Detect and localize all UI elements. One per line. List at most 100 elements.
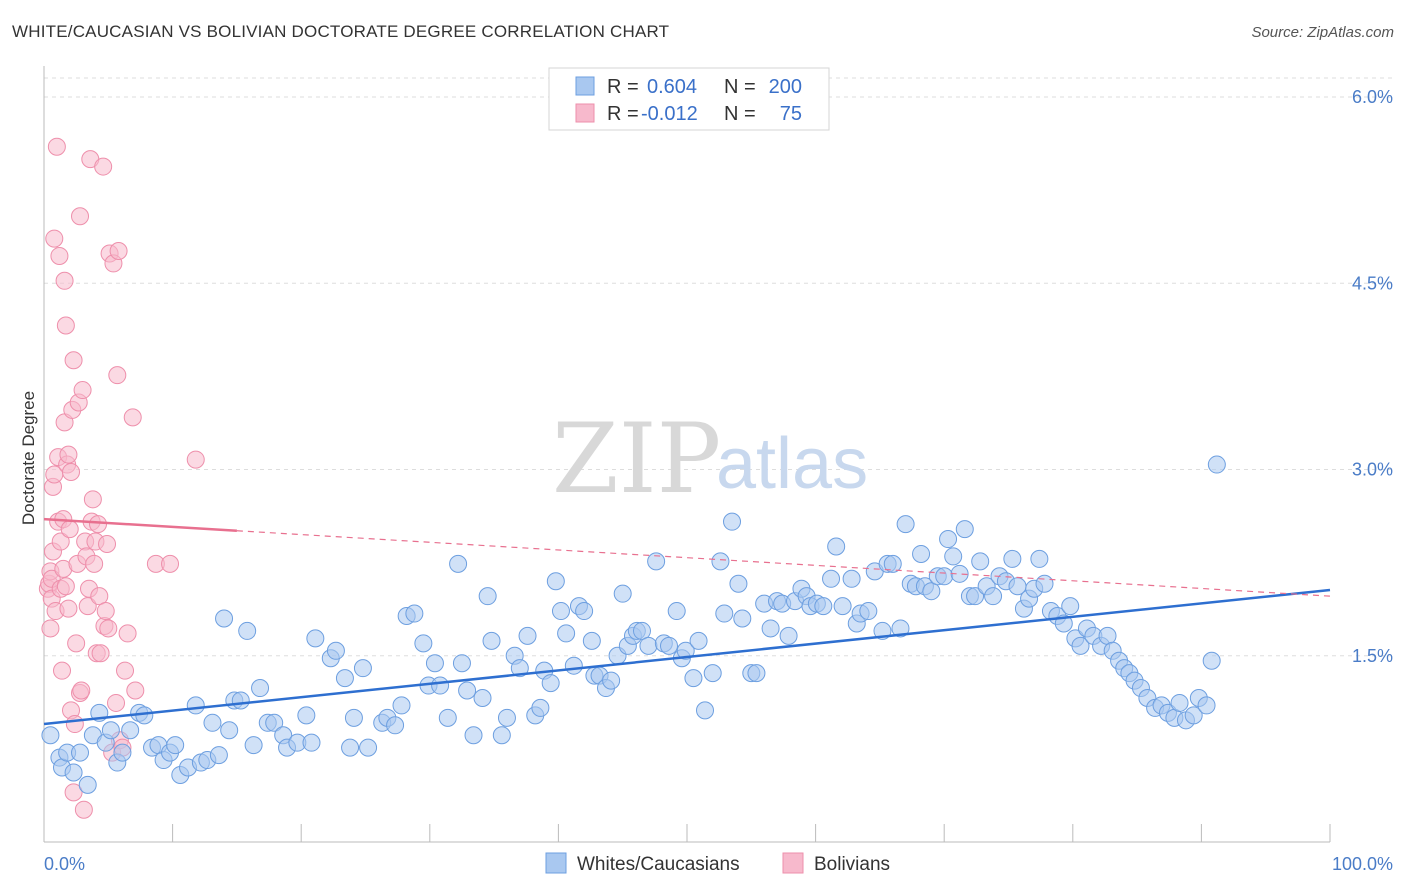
legend-r-value-1: 0.604 bbox=[647, 76, 697, 98]
x-tick-label-max: 100.0% bbox=[1332, 854, 1393, 874]
white-point bbox=[386, 716, 405, 735]
white-point bbox=[922, 582, 941, 601]
white-point bbox=[392, 696, 411, 715]
whites-points bbox=[41, 455, 1226, 794]
bolivian-point bbox=[53, 661, 72, 680]
y-tick-label: 4.5% bbox=[1352, 273, 1393, 293]
white-point bbox=[984, 587, 1003, 606]
legend-r-label-1: R = bbox=[607, 76, 639, 98]
bolivian-point bbox=[116, 661, 135, 680]
white-point bbox=[647, 552, 666, 571]
white-point bbox=[779, 626, 798, 645]
white-point bbox=[733, 609, 752, 628]
bolivian-point bbox=[161, 554, 180, 573]
bolivian-point bbox=[73, 381, 92, 400]
white-point bbox=[464, 726, 483, 745]
trend-lines bbox=[43, 517, 1331, 726]
white-point bbox=[344, 708, 363, 727]
white-point bbox=[64, 763, 83, 782]
white-point bbox=[912, 544, 931, 563]
white-point bbox=[452, 654, 471, 673]
white-point bbox=[353, 659, 372, 678]
white-point bbox=[822, 569, 841, 588]
white-point bbox=[723, 512, 742, 531]
white-point bbox=[359, 738, 378, 757]
legend-n-label-2: N = bbox=[724, 103, 756, 125]
legend-swatch-whites bbox=[575, 76, 595, 96]
white-point bbox=[473, 688, 492, 707]
bolivian-point bbox=[98, 535, 117, 554]
white-point bbox=[478, 587, 497, 606]
white-point bbox=[265, 713, 284, 732]
white-point bbox=[425, 654, 444, 673]
bolivian-point bbox=[71, 207, 90, 226]
white-point bbox=[405, 604, 424, 623]
bottom-legend-swatch-bolivians bbox=[782, 852, 804, 874]
bolivian-point bbox=[118, 624, 137, 643]
white-point bbox=[297, 706, 316, 725]
legend-box bbox=[548, 67, 830, 131]
legend: R = 0.604 N = 200 R = -0.012 N = 75 bbox=[548, 67, 830, 131]
bolivians-trend-line-solid bbox=[43, 517, 237, 532]
bottom-legend-swatch-whites bbox=[545, 852, 567, 874]
bolivian-point bbox=[89, 515, 108, 534]
bottom-legend: Whites/Caucasians Bolivians bbox=[545, 852, 890, 875]
white-point bbox=[1197, 696, 1216, 715]
white-point bbox=[414, 634, 433, 653]
bolivian-point bbox=[123, 408, 142, 427]
bolivian-point bbox=[107, 693, 126, 712]
bolivian-point bbox=[51, 532, 70, 551]
white-point bbox=[689, 631, 708, 650]
white-point bbox=[186, 696, 205, 715]
bolivian-point bbox=[65, 715, 84, 734]
white-point bbox=[935, 567, 954, 586]
bolivian-point bbox=[90, 587, 109, 606]
white-point bbox=[939, 530, 958, 549]
source-label: Source: ZipAtlas.com bbox=[1251, 24, 1394, 41]
legend-r-label-2: R = bbox=[607, 103, 639, 125]
white-point bbox=[251, 679, 270, 698]
bolivian-point bbox=[67, 634, 86, 653]
white-point bbox=[667, 602, 686, 621]
white-point bbox=[518, 626, 537, 645]
white-point bbox=[842, 569, 861, 588]
white-point bbox=[582, 631, 601, 650]
white-point bbox=[613, 584, 632, 603]
white-point bbox=[438, 708, 457, 727]
bolivians-trend-line-dashed bbox=[236, 530, 1331, 597]
white-point bbox=[431, 676, 450, 695]
bolivian-point bbox=[126, 681, 145, 700]
legend-n-value-2: 75 bbox=[780, 103, 802, 125]
watermark-zip: ZIP bbox=[552, 403, 721, 515]
white-point bbox=[335, 669, 354, 688]
white-point bbox=[41, 726, 60, 745]
white-point bbox=[814, 597, 833, 616]
white-point bbox=[209, 746, 228, 765]
bolivian-point bbox=[108, 366, 127, 385]
white-point bbox=[715, 604, 734, 623]
white-point bbox=[966, 587, 985, 606]
x-tick-label-min: 0.0% bbox=[44, 854, 85, 874]
white-point bbox=[302, 733, 321, 752]
y-tick-label: 1.5% bbox=[1352, 646, 1393, 666]
white-point bbox=[215, 609, 234, 628]
bolivian-point bbox=[50, 246, 69, 265]
watermark-atlas: atlas bbox=[716, 424, 868, 504]
white-point bbox=[859, 602, 878, 621]
white-point bbox=[546, 572, 565, 591]
white-point bbox=[1184, 706, 1203, 725]
white-point bbox=[449, 554, 468, 573]
bolivian-point bbox=[55, 271, 74, 290]
white-point bbox=[564, 656, 583, 675]
white-point bbox=[101, 721, 120, 740]
white-point bbox=[78, 775, 97, 794]
white-point bbox=[896, 515, 915, 534]
white-point bbox=[1003, 549, 1022, 568]
bolivian-point bbox=[62, 463, 81, 482]
bolivian-point bbox=[60, 520, 79, 539]
white-point bbox=[676, 641, 695, 660]
white-point bbox=[238, 621, 257, 640]
white-point bbox=[971, 552, 990, 571]
bolivian-point bbox=[85, 554, 104, 573]
